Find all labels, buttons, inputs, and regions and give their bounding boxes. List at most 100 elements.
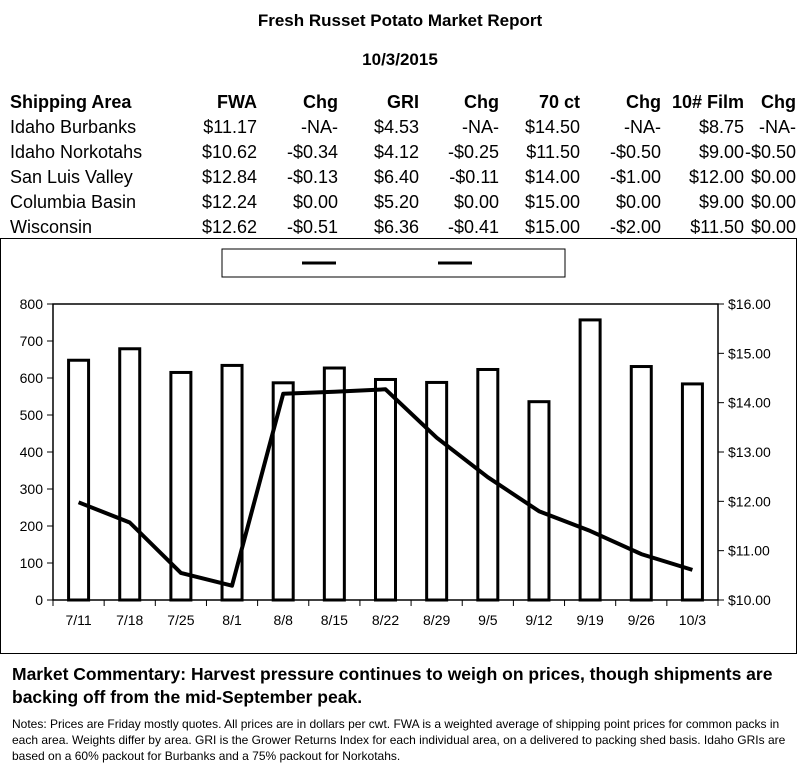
- bar: [374, 377, 397, 602]
- bar: [527, 400, 551, 602]
- table-header-row: Shipping Area FWA Chg GRI Chg 70 ct Chg …: [10, 90, 796, 115]
- x-tick-label: 7/11: [65, 612, 91, 628]
- cell-gri-chg: -$0.41: [447, 217, 499, 237]
- chart-border: [0, 238, 797, 654]
- cell-film: $9.00: [698, 142, 744, 162]
- cell-fwa: $12.62: [201, 217, 257, 237]
- cell-70ct: $14.00: [524, 167, 580, 187]
- cell-film: $12.00: [688, 167, 744, 187]
- right-tick-label: $13.00: [728, 444, 771, 460]
- cell-fwa-chg: -$0.34: [286, 142, 338, 162]
- right-tick-label: $15.00: [728, 345, 771, 361]
- bar: [476, 367, 500, 602]
- cell-70ct: $15.00: [524, 217, 580, 237]
- market-commentary: Market Commentary: Harvest pressure cont…: [12, 664, 773, 707]
- legend-box: [221, 248, 566, 278]
- price-table: Shipping Area FWA Chg GRI Chg 70 ct Chg …: [10, 90, 796, 240]
- cell-gri-chg: -$0.11: [449, 167, 499, 187]
- x-tick-label: 10/3: [679, 612, 706, 628]
- cell-70ct: $15.00: [524, 192, 580, 212]
- x-tick-label: 9/12: [525, 612, 552, 628]
- bar: [67, 358, 91, 602]
- col-header-gri-chg: Chg: [464, 92, 499, 112]
- cell-fwa-chg: -$0.51: [286, 217, 338, 237]
- left-tick-label: 700: [20, 333, 44, 349]
- col-header-film-chg: Chg: [761, 92, 796, 112]
- bar: [271, 381, 295, 602]
- cell-fwa: $12.24: [201, 192, 257, 212]
- left-tick-label: 400: [20, 444, 44, 460]
- left-tick-label: 100: [20, 555, 44, 571]
- cell-gri: $4.12: [373, 142, 419, 162]
- table-row: Wisconsin $12.62 -$0.51 $6.36 -$0.41 $15…: [10, 215, 796, 240]
- table-row: Columbia Basin $12.24 $0.00 $5.20 $0.00 …: [10, 190, 796, 215]
- col-header-70ct-chg: Chg: [626, 92, 661, 112]
- bar: [220, 363, 244, 602]
- cell-gri: $5.20: [373, 192, 419, 212]
- bar: [578, 318, 602, 602]
- cell-area: Idaho Burbanks: [10, 117, 137, 137]
- cell-fwa-chg: -$0.13: [286, 167, 338, 187]
- left-tick-label: 0: [35, 592, 43, 608]
- cell-70ct-chg: -NA-: [624, 117, 661, 137]
- cell-film-chg: -$0.50: [744, 142, 796, 162]
- right-tick-label: $12.00: [728, 493, 771, 509]
- cell-area: Columbia Basin: [10, 192, 137, 212]
- cell-70ct-chg: -$1.00: [609, 167, 661, 187]
- right-tick-label: $16.00: [728, 296, 771, 312]
- cell-70ct-chg: $0.00: [615, 192, 661, 212]
- cell-area: Idaho Norkotahs: [10, 142, 143, 162]
- cell-70ct-chg: -$0.50: [609, 142, 661, 162]
- x-tick-label: 9/26: [628, 612, 655, 628]
- col-header-70ct: 70 ct: [538, 92, 580, 112]
- report-date: 10/3/2015: [362, 50, 438, 69]
- price-line: [77, 387, 693, 588]
- x-tick-label: 7/25: [167, 612, 194, 628]
- cell-gri: $6.36: [373, 217, 419, 237]
- cell-film-chg: $0.00: [750, 167, 796, 187]
- table-row: Idaho Norkotahs $10.62 -$0.34 $4.12 -$0.…: [10, 140, 796, 165]
- cell-gri-chg: $0.00: [453, 192, 499, 212]
- bar: [118, 347, 142, 602]
- cell-gri-chg: -NA-: [462, 117, 499, 137]
- col-header-fwa-chg: Chg: [303, 92, 338, 112]
- cell-film: $9.00: [698, 192, 744, 212]
- cell-70ct-chg: -$2.00: [609, 217, 661, 237]
- col-header-film: 10# Film: [671, 92, 744, 112]
- cell-70ct: $14.50: [524, 117, 580, 137]
- cell-fwa-chg: -NA-: [301, 117, 338, 137]
- bar: [680, 382, 704, 602]
- left-tick-label: 500: [20, 407, 44, 423]
- x-tick-label: 8/15: [321, 612, 348, 628]
- x-tick-label: 8/29: [423, 612, 450, 628]
- cell-70ct: $11.50: [526, 142, 580, 162]
- left-tick-label: 800: [20, 296, 44, 312]
- col-header-gri: GRI: [386, 92, 419, 112]
- x-tick-label: 9/5: [478, 612, 498, 628]
- cell-fwa: $10.62: [201, 142, 257, 162]
- right-tick-label: $14.00: [728, 395, 771, 411]
- left-tick-label: 600: [20, 370, 44, 386]
- bar: [322, 366, 346, 602]
- table-row: Idaho Burbanks $11.17 -NA- $4.53 -NA- $1…: [10, 115, 796, 140]
- report-title: Fresh Russet Potato Market Report: [257, 11, 543, 30]
- col-header-shipping-area: Shipping Area: [10, 92, 132, 112]
- col-header-fwa: FWA: [217, 92, 257, 112]
- x-tick-label: 8/8: [273, 612, 293, 628]
- bar: [169, 370, 193, 602]
- cell-fwa-chg: $0.00: [292, 192, 338, 212]
- cell-film-chg: $0.00: [750, 192, 796, 212]
- left-tick-label: 300: [20, 481, 44, 497]
- right-tick-label: $10.00: [728, 592, 771, 608]
- shipments-price-chart: 0 100 200 300 400 500 600 700 800 $10.00 $11.00 $1…: [0, 238, 797, 654]
- bar: [629, 365, 653, 602]
- cell-gri: $4.53: [373, 117, 419, 137]
- x-tick-label: 9/19: [576, 612, 603, 628]
- cell-area: Wisconsin: [10, 217, 93, 237]
- cell-film-chg: -NA-: [759, 117, 796, 137]
- x-tick-label: 7/18: [116, 612, 143, 628]
- cell-area: San Luis Valley: [10, 167, 133, 187]
- bar: [425, 380, 449, 602]
- cell-film-chg: $0.00: [750, 217, 796, 237]
- cell-gri: $6.40: [373, 167, 419, 187]
